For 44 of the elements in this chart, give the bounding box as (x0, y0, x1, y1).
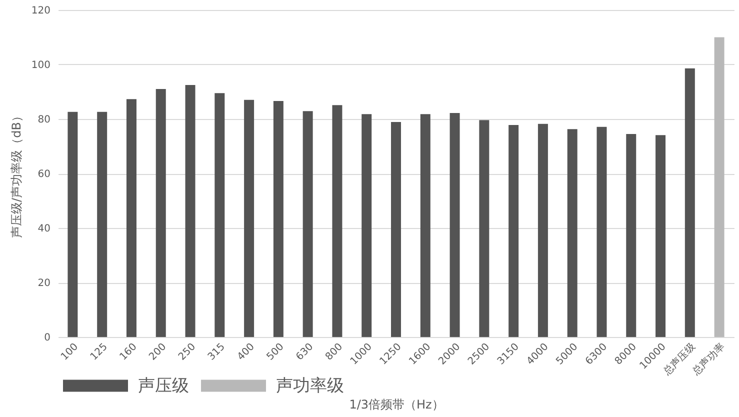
bar (391, 122, 401, 337)
bar (684, 68, 695, 337)
x-tick-label: 400 (236, 342, 257, 363)
x-tick-label: 315 (206, 342, 228, 363)
bar (185, 84, 196, 337)
bar (450, 113, 460, 337)
y-tick-label: 0 (44, 332, 50, 344)
y-tick-label: 40 (38, 224, 50, 234)
bar (332, 105, 342, 337)
bar (68, 112, 78, 337)
bar (420, 114, 430, 337)
x-tick-label: 630 (294, 342, 316, 363)
y-tick-label: 100 (31, 60, 50, 71)
bar (362, 114, 372, 337)
bar (626, 134, 636, 337)
legend-label: 声功率级 (276, 376, 344, 396)
bar (273, 101, 284, 337)
bar (508, 124, 519, 337)
bar (656, 135, 666, 337)
y-tick-label: 120 (31, 6, 50, 16)
x-tick-label: 100 (59, 342, 80, 363)
bar (97, 112, 108, 337)
bar (126, 99, 136, 337)
x-tick-label: 160 (118, 342, 140, 363)
y-tick-label: 80 (38, 114, 50, 126)
bar (567, 129, 578, 337)
bar (302, 111, 313, 337)
y-tick-label: 20 (38, 278, 50, 289)
x-tick-label: 200 (147, 342, 169, 363)
y-axis-title: 声压级/声功率级（dB） (9, 110, 24, 238)
legend-label: 声压级 (138, 376, 189, 396)
bar (714, 37, 724, 337)
bar (479, 120, 490, 337)
bar (156, 89, 166, 337)
bar (538, 124, 548, 337)
x-tick-label: 500 (264, 342, 286, 363)
bar (214, 93, 225, 337)
y-tick-label: 60 (38, 169, 50, 180)
x-tick-label: 800 (324, 342, 345, 363)
bar (244, 100, 254, 337)
x-axis-title: 1/3倍频带（Hz） (349, 398, 444, 412)
x-tick-label: 250 (176, 342, 198, 363)
x-tick-label: 125 (88, 342, 110, 363)
bar (596, 126, 607, 337)
